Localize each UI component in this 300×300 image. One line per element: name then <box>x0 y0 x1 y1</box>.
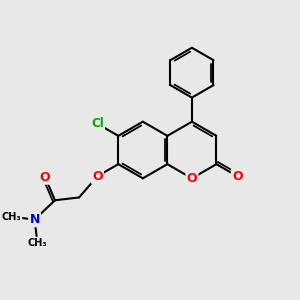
Text: O: O <box>187 172 197 185</box>
Text: N: N <box>29 213 40 226</box>
Text: CH₃: CH₃ <box>2 212 21 222</box>
Text: Cl: Cl <box>91 117 104 130</box>
Text: CH₃: CH₃ <box>28 238 47 248</box>
Text: O: O <box>92 170 103 183</box>
Text: O: O <box>40 171 50 184</box>
Text: O: O <box>232 170 243 183</box>
